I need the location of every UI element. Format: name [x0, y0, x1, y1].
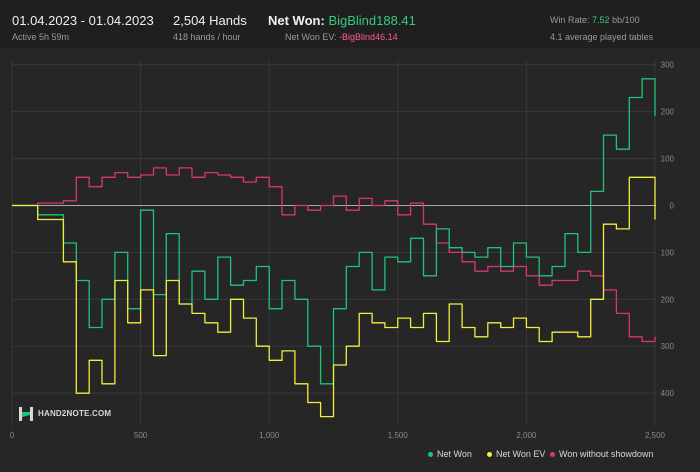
- legend-net-won[interactable]: Net Won: [428, 449, 472, 459]
- win-rate-unit: bb/100: [612, 15, 640, 25]
- chart-lines: [12, 78, 656, 418]
- y-tick-label: 400: [661, 389, 675, 398]
- y-tick-label: 100: [661, 248, 675, 257]
- legend-net-won-ev-swatch: [487, 452, 492, 458]
- chart-tick-labels: 0 500 1,000 1,500 2,000 2,500 300 200 100 0 100 200…: [10, 61, 675, 440]
- x-tick-label: 500: [134, 431, 148, 440]
- y-tick-label: 0: [670, 201, 675, 210]
- net-won-ev-label: Net Won EV:: [285, 32, 337, 42]
- win-rate-stat: Win Rate: 7.52 bb/100: [550, 15, 640, 25]
- y-tick-label: 300: [661, 61, 675, 70]
- legend-won-without-showdown-label: Won without showdown: [559, 449, 654, 459]
- h2n-logo-icon: [19, 407, 33, 421]
- logo-text: HAND2NOTE.COM: [38, 409, 112, 418]
- x-tick-label: 1,500: [388, 431, 409, 440]
- net-won-ev-value: -BigBlind46.14: [339, 32, 398, 42]
- average-tables: 4.1 average played tables: [550, 32, 654, 42]
- win-rate-label: Win Rate:: [550, 15, 590, 25]
- legend-net-won-label: Net Won: [437, 449, 472, 459]
- y-tick-label: 200: [661, 108, 675, 117]
- hands-per-hour: 418 hands / hour: [173, 32, 241, 42]
- y-tick-label: 300: [661, 342, 675, 351]
- x-tick-label: 2,000: [516, 431, 537, 440]
- legend-net-won-ev-label: Net Won EV: [496, 449, 546, 459]
- win-rate-value: 7.52: [592, 15, 610, 25]
- profit-chart: 0 500 1,000 1,500 2,000 2,500 300 200 100 0 100 200…: [10, 60, 675, 440]
- active-duration: Active 5h 59m: [12, 32, 70, 42]
- x-tick-label: 0: [10, 431, 15, 440]
- legend-won-without-showdown-swatch: [550, 452, 555, 458]
- session-header: 01.04.2023 - 01.04.2023 Active 5h 59m 2,…: [0, 0, 700, 48]
- hands-count: 2,504 Hands: [173, 13, 247, 28]
- series-line-net-won: [12, 78, 656, 385]
- series-line-won-without-showdown: [12, 167, 656, 343]
- net-won-label: Net Won:: [268, 13, 325, 28]
- legend-net-won-ev[interactable]: Net Won EV: [487, 449, 545, 459]
- x-tick-label: 1,000: [259, 431, 280, 440]
- date-range: 01.04.2023 - 01.04.2023: [12, 13, 154, 28]
- legend-won-without-showdown[interactable]: Won without showdown: [550, 449, 653, 459]
- series-line-net-won-ev: [12, 176, 656, 418]
- y-tick-label: 200: [661, 295, 675, 304]
- net-won-value: BigBlind188.41: [328, 13, 416, 28]
- net-won-stat: Net Won: BigBlind188.41: [268, 13, 416, 28]
- x-tick-label: 2,500: [645, 431, 666, 440]
- chart-panel: 0 500 1,000 1,500 2,000 2,500 300 200 100 0 100 200…: [0, 48, 700, 472]
- net-won-ev-stat: Net Won EV: -BigBlind46.14: [285, 32, 398, 42]
- y-tick-label: 100: [661, 155, 675, 164]
- legend-net-won-swatch: [428, 452, 433, 458]
